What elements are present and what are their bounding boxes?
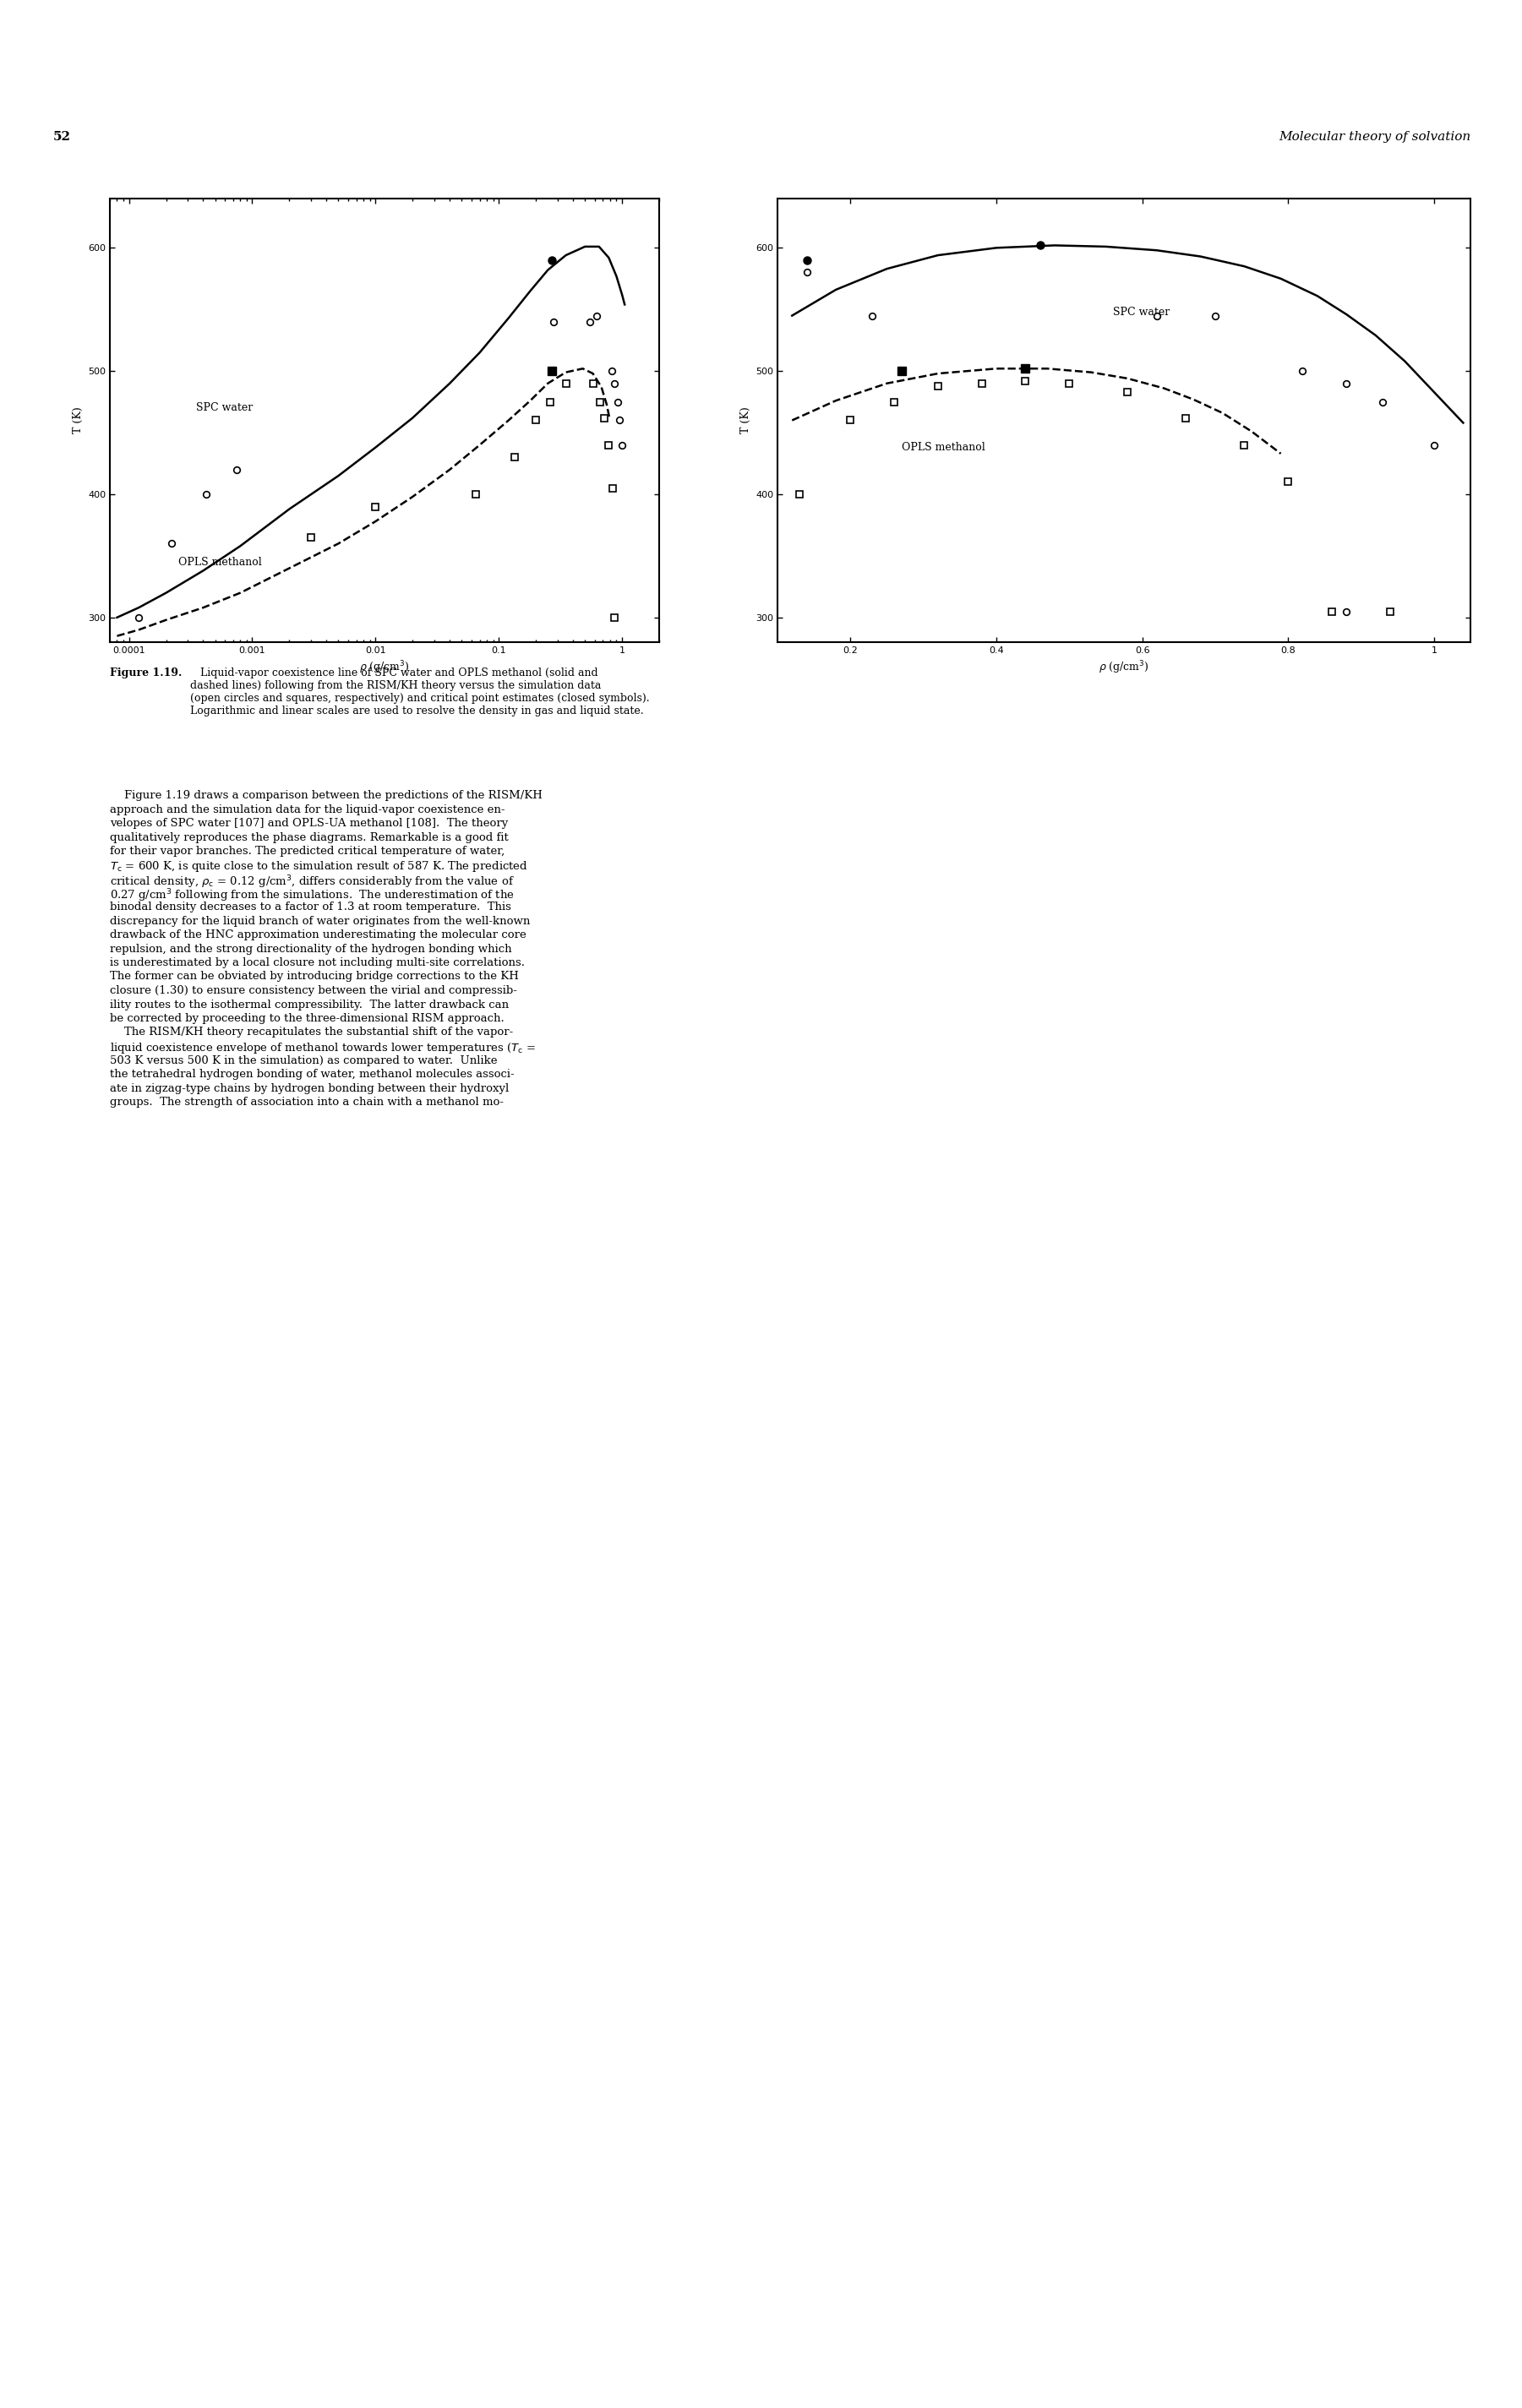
Text: qualitatively reproduces the phase diagrams. Remarkable is a good fit: qualitatively reproduces the phase diagr… [110, 831, 508, 843]
Text: the tetrahedral hydrogen bonding of water, methanol molecules associ-: the tetrahedral hydrogen bonding of wate… [110, 1069, 514, 1079]
Text: is underestimated by a local closure not including multi-site correlations.: is underestimated by a local closure not… [110, 958, 525, 968]
Text: closure (1.30) to ensure consistency between the virial and compressib-: closure (1.30) to ensure consistency bet… [110, 985, 517, 997]
Text: Molecular theory of solvation: Molecular theory of solvation [1278, 130, 1470, 142]
X-axis label: $\rho$ (g/cm$^3$): $\rho$ (g/cm$^3$) [359, 660, 409, 677]
Text: SPC water: SPC water [196, 402, 253, 414]
Text: Figure 1.19 draws a comparison between the predictions of the RISM/KH: Figure 1.19 draws a comparison between t… [110, 790, 542, 802]
Text: ility routes to the isothermal compressibility.  The latter drawback can: ility routes to the isothermal compressi… [110, 999, 508, 1009]
Text: liquid coexistence envelope of methanol towards lower temperatures ($T_{\rm c}$ : liquid coexistence envelope of methanol … [110, 1040, 536, 1055]
Text: velopes of SPC water [107] and OPLS-UA methanol [108].  The theory: velopes of SPC water [107] and OPLS-UA m… [110, 819, 508, 828]
Text: discrepancy for the liquid branch of water originates from the well-known: discrepancy for the liquid branch of wat… [110, 915, 530, 927]
Text: drawback of the HNC approximation underestimating the molecular core: drawback of the HNC approximation undere… [110, 929, 527, 942]
Text: Figure 1.19.: Figure 1.19. [110, 667, 183, 679]
Y-axis label: T (K): T (K) [72, 407, 84, 433]
Text: approach and the simulation data for the liquid-vapor coexistence en-: approach and the simulation data for the… [110, 804, 505, 814]
Text: critical density, $\rho_{\rm c}$ = 0.12 g/cm$^3$, differs considerably from the : critical density, $\rho_{\rm c}$ = 0.12 … [110, 874, 514, 891]
Text: binodal density decreases to a factor of 1.3 at room temperature.  This: binodal density decreases to a factor of… [110, 901, 511, 913]
Text: 0.27 g/cm$^3$ following from the simulations.  The underestimation of the: 0.27 g/cm$^3$ following from the simulat… [110, 889, 514, 903]
Text: repulsion, and the strong directionality of the hydrogen bonding which: repulsion, and the strong directionality… [110, 944, 511, 954]
Text: $T_{\rm c}$ = 600 K, is quite close to the simulation result of 587 K. The predi: $T_{\rm c}$ = 600 K, is quite close to t… [110, 860, 528, 874]
Text: be corrected by proceeding to the three-dimensional RISM approach.: be corrected by proceeding to the three-… [110, 1014, 504, 1023]
X-axis label: $\rho$ (g/cm$^3$): $\rho$ (g/cm$^3$) [1099, 660, 1149, 677]
Text: Liquid-vapor coexistence line of SPC water and OPLS methanol (solid and
dashed l: Liquid-vapor coexistence line of SPC wat… [190, 667, 650, 718]
Y-axis label: T (K): T (K) [740, 407, 750, 433]
Text: 503 K versus 500 K in the simulation) as compared to water.  Unlike: 503 K versus 500 K in the simulation) as… [110, 1055, 498, 1067]
Text: SPC water: SPC water [1113, 306, 1170, 318]
Text: 52: 52 [53, 130, 72, 142]
Text: OPLS methanol: OPLS methanol [901, 443, 985, 453]
Text: groups.  The strength of association into a chain with a methanol mo-: groups. The strength of association into… [110, 1096, 504, 1108]
Text: OPLS methanol: OPLS methanol [178, 556, 262, 568]
Text: The RISM/KH theory recapitulates the substantial shift of the vapor-: The RISM/KH theory recapitulates the sub… [110, 1026, 513, 1038]
Text: The former can be obviated by introducing bridge corrections to the KH: The former can be obviated by introducin… [110, 970, 519, 982]
Text: for their vapor branches. The predicted critical temperature of water,: for their vapor branches. The predicted … [110, 845, 505, 857]
Text: ate in zigzag-type chains by hydrogen bonding between their hydroxyl: ate in zigzag-type chains by hydrogen bo… [110, 1084, 508, 1093]
